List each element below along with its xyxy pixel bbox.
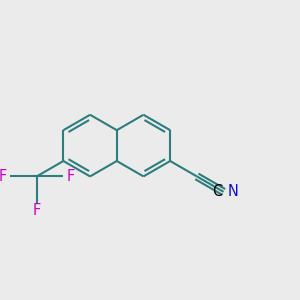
Text: F: F [33,203,41,218]
Text: N: N [227,184,239,199]
Text: F: F [0,169,7,184]
Text: F: F [67,169,75,184]
Text: C: C [212,184,222,199]
